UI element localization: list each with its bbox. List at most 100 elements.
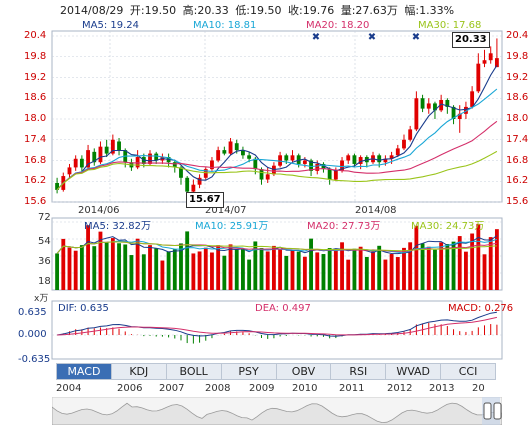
candle-up <box>148 153 152 164</box>
tab-cci[interactable]: CCI <box>458 365 478 378</box>
volume-bar-down <box>433 249 437 290</box>
vol-ma30-legend: MA30: 24.73万 <box>411 221 485 232</box>
price-tick-left: 16.2 <box>24 175 47 187</box>
macd-tick-zero: 0.000 <box>18 329 47 340</box>
x-tick-jul: 2014/07 <box>205 205 247 216</box>
volume-bar-down <box>327 248 332 290</box>
macd-series <box>52 311 502 344</box>
price-tick-right: 16.8 <box>506 154 529 166</box>
volume-bar-up <box>482 254 487 290</box>
volume-bar-down <box>296 251 301 290</box>
price-tick-left: 19.2 <box>24 71 47 83</box>
volume-bar-up <box>476 223 481 290</box>
volume-bar-down <box>309 238 313 290</box>
tab-boll[interactable]: BOLL <box>167 364 222 379</box>
year-2014-partial: 20 <box>472 383 485 394</box>
candle-down <box>222 150 227 154</box>
candle-up <box>210 160 214 170</box>
volume-bar-down <box>123 244 128 290</box>
vol-tick-18: 18 <box>38 276 51 287</box>
year-2012: 2012 <box>387 383 413 394</box>
volume-bar-down <box>420 243 425 290</box>
volume-bar-down <box>104 242 109 290</box>
vol-unit: x万 <box>34 294 49 304</box>
candle-up <box>426 103 431 109</box>
volume-bar-down <box>222 255 227 290</box>
candle-up <box>216 150 221 161</box>
volume-bar-up <box>383 259 388 290</box>
volume-bar-up <box>210 252 214 290</box>
macd-panel-frame <box>51 300 503 360</box>
volume-bar-down <box>154 248 159 290</box>
volume-bar-down <box>364 256 369 290</box>
volume-bar-up <box>110 238 115 290</box>
candle-down <box>377 155 382 163</box>
candle-down <box>247 155 252 159</box>
candle-up <box>346 155 351 161</box>
price-tick-right: 18.6 <box>506 92 529 104</box>
candle-up <box>98 146 103 163</box>
volume-ma5-line <box>56 235 498 255</box>
volume-bar-up <box>216 245 221 290</box>
volume-bar-up <box>315 252 320 290</box>
volume-bar-up <box>358 246 363 290</box>
dea-line <box>57 316 498 336</box>
navigator-right-handle[interactable] <box>493 402 502 420</box>
price-tick-right: 16.2 <box>506 175 529 187</box>
navigator-left-handle[interactable] <box>483 402 492 420</box>
vol-tick-54: 54 <box>38 236 51 247</box>
volume-bars <box>55 223 499 290</box>
indicator-tabs: MACD KDJ BOLL PSY OBV RSI WVAD CCI <box>56 363 496 380</box>
tab-obv[interactable]: OBV <box>277 364 332 379</box>
stock-chart[interactable]: ✖ ✖ ✖ <box>0 0 530 360</box>
ma5-line <box>56 65 498 191</box>
ma20-line <box>56 120 498 191</box>
volume-grid <box>52 221 502 274</box>
price-tick-right: 17.4 <box>506 133 529 145</box>
year-2010: 2010 <box>292 383 318 394</box>
history-navigator[interactable] <box>52 397 502 425</box>
macd-tick-top: 0.635 <box>18 307 47 318</box>
candle-down <box>259 169 264 180</box>
dif-legend: DIF: 0.635 <box>58 303 109 314</box>
volume-bar-up <box>371 251 375 290</box>
volume-bar-up <box>135 238 140 290</box>
candle-up <box>340 160 344 171</box>
candle-down <box>104 146 109 154</box>
volume-bar-up <box>346 259 351 290</box>
tab-psy[interactable]: PSY <box>222 364 277 379</box>
volume-bar-down <box>234 249 239 290</box>
quote-volume: 量:27.63万 <box>340 4 398 17</box>
volume-bar-up <box>464 251 468 290</box>
volume-bar-up <box>340 242 344 290</box>
volume-bar-up <box>67 247 72 290</box>
volume-bar-up <box>395 257 400 290</box>
x-tick-aug: 2014/08 <box>355 205 397 216</box>
candle-down <box>433 103 437 111</box>
candle-up <box>333 170 338 180</box>
price-tick-right: 19.8 <box>506 50 529 62</box>
price-tick-left: 19.8 <box>24 50 47 62</box>
tab-macd[interactable]: MACD <box>57 364 112 379</box>
quote-open: 开:19.50 <box>129 4 177 17</box>
volume-bar-up <box>302 256 307 290</box>
volume-bar-up <box>271 245 276 290</box>
candle-up <box>203 169 208 178</box>
volume-bar-down <box>445 244 450 290</box>
candle-down <box>241 150 245 156</box>
year-2004: 2004 <box>56 383 82 394</box>
candle-up <box>302 160 307 164</box>
tab-kdj[interactable]: KDJ <box>112 364 167 379</box>
candle-up <box>191 184 196 192</box>
price-tick-right: 15.6 <box>506 196 529 207</box>
candle-down <box>179 167 183 178</box>
volume-bar-down <box>166 251 171 290</box>
candle-up <box>464 106 468 114</box>
volume-bar-down <box>55 253 60 290</box>
tab-rsi[interactable]: RSI <box>331 364 387 379</box>
candle-up <box>402 139 406 149</box>
candle-up <box>265 174 270 180</box>
candle-down <box>154 153 159 161</box>
year-2013: 2013 <box>429 383 455 394</box>
tab-wvad[interactable]: WVAD <box>386 364 442 379</box>
